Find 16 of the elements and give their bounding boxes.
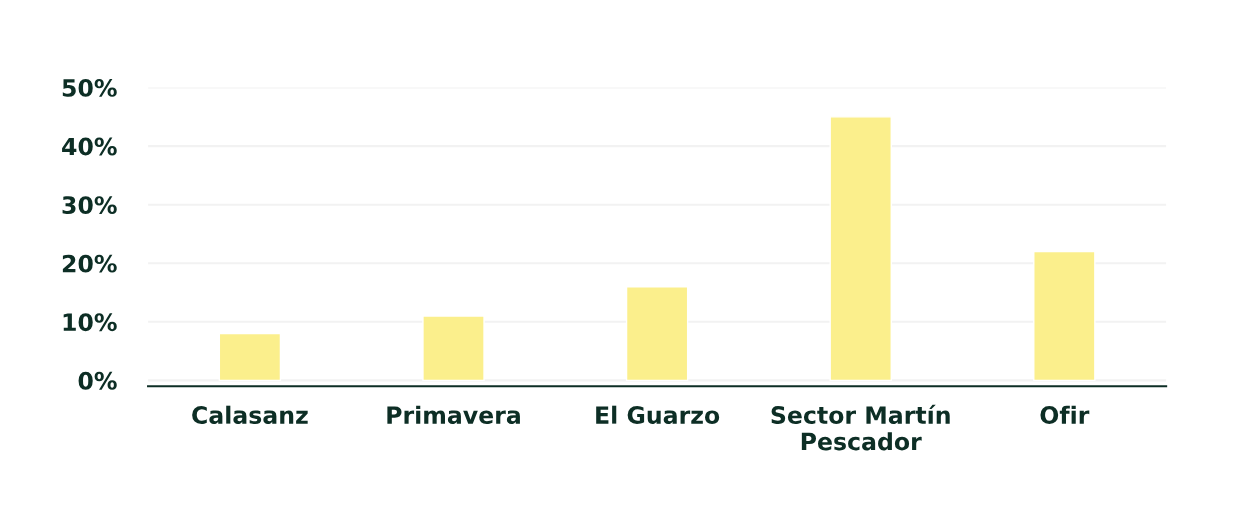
x-tick-label: El Guarzo <box>596 405 720 424</box>
y-tick-label: 10% <box>63 313 117 332</box>
y-tick-label: 20% <box>62 254 117 273</box>
bar <box>422 315 485 382</box>
x-tick-label: Primavera <box>387 405 520 424</box>
y-tick-label: 50% <box>62 79 117 97</box>
x-tick-label: Sector Martín Pescador <box>771 404 950 451</box>
y-tick-label: 0% <box>78 371 117 390</box>
bar <box>829 116 892 382</box>
y-tick-label: 30% <box>62 196 117 214</box>
bar <box>625 285 689 382</box>
bar <box>1033 250 1096 382</box>
bar <box>218 332 282 382</box>
x-tick-label: Ofir <box>1040 405 1090 424</box>
y-tick-label: 40% <box>62 137 117 156</box>
x-tick-label: Calasanz <box>192 405 308 424</box>
